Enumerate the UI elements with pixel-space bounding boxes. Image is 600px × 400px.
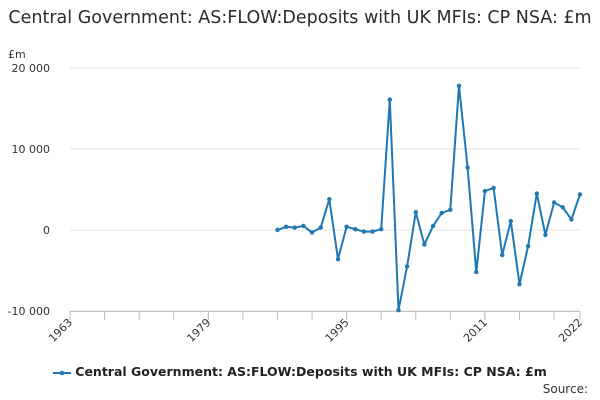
data-point xyxy=(396,308,401,313)
data-point xyxy=(465,165,470,170)
data-points xyxy=(275,83,583,313)
data-point xyxy=(309,230,315,235)
legend-swatch xyxy=(53,370,72,375)
axes: -10 000 0 10 000 20 000£m 1963 1979 1995 2011 20… xyxy=(8,48,586,345)
data-point xyxy=(335,257,341,262)
chart-title: Central Government: AS:FLOW:Deposits wit… xyxy=(8,8,592,28)
data-point xyxy=(344,224,349,229)
legend-label: Central Government: AS:FLOW:Deposits wit… xyxy=(75,364,547,379)
legend[interactable]: Central Government: AS:FLOW:Deposits wit… xyxy=(0,364,600,379)
x-tick-label: 2011 xyxy=(461,316,490,345)
y-axis-unit: £m xyxy=(8,48,26,61)
data-point xyxy=(430,223,436,229)
data-point xyxy=(525,244,531,249)
data-point xyxy=(577,192,583,197)
data-point xyxy=(361,229,367,234)
data-point xyxy=(517,282,522,287)
data-point xyxy=(543,232,548,238)
y-tick-label: -10 000 xyxy=(8,305,50,318)
data-point xyxy=(560,205,565,210)
data-point xyxy=(569,217,574,222)
data-point xyxy=(448,207,453,212)
data-point xyxy=(508,218,513,224)
data-point xyxy=(439,210,444,216)
data-point xyxy=(413,210,418,215)
data-point xyxy=(422,242,427,247)
y-tick-label: 10 000 xyxy=(12,143,51,156)
x-tick-label: 1995 xyxy=(323,316,352,345)
source-label: Source: xyxy=(542,382,588,396)
x-tick-label: 1979 xyxy=(184,316,213,345)
data-point xyxy=(318,225,323,230)
data-point xyxy=(370,229,375,234)
data-point xyxy=(275,227,280,233)
y-tick-label: 20 000 xyxy=(12,62,51,75)
series-layer xyxy=(277,84,581,312)
data-point xyxy=(301,223,306,229)
data-point xyxy=(327,197,332,202)
data-point xyxy=(387,97,392,102)
data-point xyxy=(474,269,479,275)
data-point xyxy=(491,185,496,191)
y-tick-label: 0 xyxy=(43,224,50,237)
data-point xyxy=(482,188,488,194)
data-point xyxy=(500,252,505,258)
data-point xyxy=(456,83,462,89)
data-point xyxy=(292,225,297,230)
data-point xyxy=(404,264,410,269)
data-point xyxy=(534,191,539,196)
data-point xyxy=(551,200,557,205)
data-point xyxy=(353,227,358,232)
gridlines xyxy=(70,67,580,312)
data-point xyxy=(283,224,289,229)
data-point xyxy=(379,227,384,232)
x-tick-label: 2022 xyxy=(556,316,585,345)
series-line xyxy=(277,84,581,312)
x-tick-label: 1963 xyxy=(46,316,75,345)
